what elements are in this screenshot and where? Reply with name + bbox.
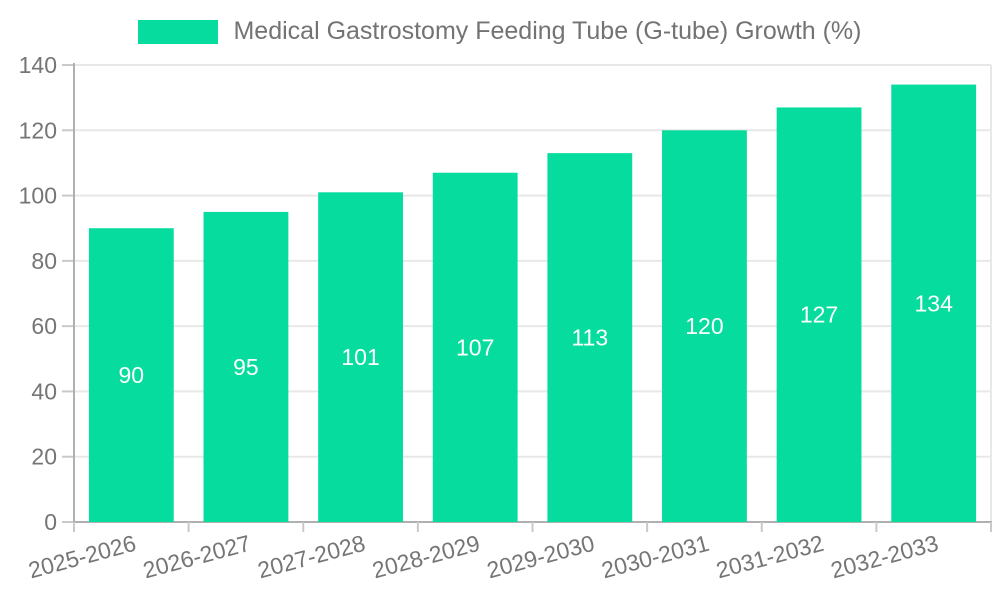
x-axis-label-2032-2033: 2032-2033 (828, 530, 941, 584)
bar-2028-2029[interactable] (432, 172, 518, 522)
legend-label: Medical Gastrostomy Feeding Tube (G-tube… (233, 17, 862, 45)
x-axis-label-2029-2030: 2029-2030 (484, 530, 597, 584)
bar-2032-2033[interactable] (891, 84, 977, 522)
x-axis-label-2028-2029: 2028-2029 (370, 530, 483, 584)
bar-2029-2030[interactable] (547, 153, 633, 522)
x-axis-label-2031-2032: 2031-2032 (713, 530, 826, 584)
x-axis-label-2030-2031: 2030-2031 (599, 530, 712, 584)
bar-value-label-2028-2029: 107 (456, 334, 494, 360)
bar-2030-2031[interactable] (662, 130, 747, 523)
bar-2031-2032[interactable] (776, 107, 862, 522)
bar-2027-2028[interactable] (318, 192, 403, 523)
bar-2026-2027[interactable] (203, 211, 289, 522)
bar-value-label-2026-2027: 95 (233, 354, 259, 380)
y-axis-label-40: 40 (31, 378, 57, 404)
y-axis-label-100: 100 (19, 183, 57, 209)
y-axis-label-80: 80 (31, 248, 57, 274)
legend-swatch (138, 19, 219, 44)
y-axis-label-0: 0 (44, 509, 57, 535)
bar-value-label-2032-2033: 134 (915, 290, 954, 316)
y-axis-label-20: 20 (31, 444, 57, 470)
x-axis-label-2027-2028: 2027-2028 (255, 530, 368, 584)
y-axis-label-140: 140 (19, 52, 57, 78)
bar-value-label-2031-2032: 127 (800, 302, 838, 328)
y-axis-label-120: 120 (19, 117, 57, 143)
x-axis-label-2026-2027: 2026-2027 (140, 530, 253, 584)
bar-value-label-2025-2026: 90 (119, 362, 145, 388)
bar-value-label-2029-2030: 113 (571, 325, 608, 351)
y-axis-label-60: 60 (31, 313, 57, 339)
bar-2025-2026[interactable] (88, 228, 174, 522)
bar-value-label-2030-2031: 120 (685, 313, 723, 339)
legend-item[interactable]: Medical Gastrostomy Feeding Tube (G-tube… (0, 17, 1000, 46)
bar-value-label-2027-2028: 101 (341, 344, 379, 370)
x-axis-label-2025-2026: 2025-2026 (26, 530, 139, 584)
